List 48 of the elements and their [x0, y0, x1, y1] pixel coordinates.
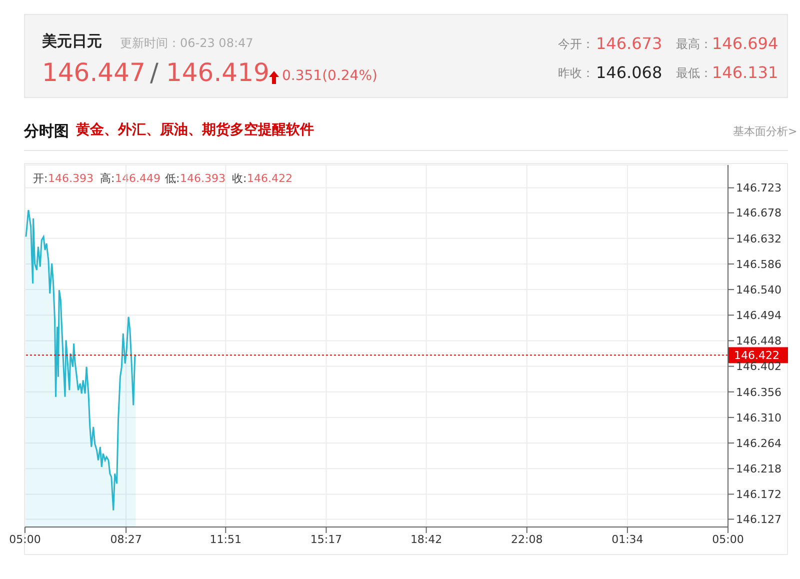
y-tick-label: 146.540: [736, 283, 782, 296]
text: 146.694: [712, 34, 778, 54]
y-tick-label: 146.172: [736, 488, 782, 502]
text: 昨收：: [558, 66, 594, 80]
y-tick-label: 146.218: [736, 462, 782, 476]
annotation: 低:: [165, 172, 180, 186]
y-tick-label: 146.494: [736, 309, 782, 322]
x-tick-label: 05:00: [9, 532, 41, 546]
text: 146.068: [596, 63, 662, 82]
y-tick-label: 146.356: [736, 386, 782, 399]
y-tick-label: 146.586: [736, 258, 782, 271]
text: 146.419: [166, 58, 270, 88]
x-tick-label: 01:34: [612, 532, 644, 546]
x-tick-label: 05:00: [712, 532, 744, 546]
text: 最低：: [676, 66, 712, 80]
x-tick-label: 18:42: [410, 532, 442, 546]
x-tick-label: 08:27: [110, 532, 142, 546]
y-tick-label: 146.310: [736, 411, 782, 424]
text: 更新时间：06-23 08:47: [120, 36, 254, 50]
y-tick-label: 146.448: [736, 334, 782, 348]
annotation: 高:: [100, 172, 115, 186]
text: /: [150, 58, 158, 88]
text: 今开：: [558, 37, 594, 52]
annotation: 146.393: [48, 172, 94, 186]
text: 基本面分析>: [733, 125, 798, 138]
text: 分时图: [24, 122, 69, 140]
x-tick-label: 15:17: [310, 532, 342, 546]
annotation: 146.393: [180, 172, 226, 186]
x-tick-label: 11:51: [210, 532, 242, 546]
text: 146.673: [596, 34, 662, 54]
text: 146.447: [42, 58, 146, 88]
y-tick-label: 146.402: [736, 360, 782, 374]
annotation: 146.449: [115, 172, 160, 186]
text: 0.351(0.24%): [282, 68, 378, 85]
ref-line-label: 146.422: [734, 349, 780, 362]
annotation: 开:: [33, 172, 48, 186]
chart-title: 美元日元: [42, 32, 102, 51]
annotation: 146.422: [247, 172, 292, 186]
y-tick-label: 146.632: [736, 232, 782, 246]
text: 146.131: [712, 63, 778, 82]
text: 最高：: [676, 37, 712, 52]
y-tick-label: 146.264: [736, 436, 782, 450]
y-tick-label: 146.723: [736, 182, 782, 195]
y-tick-label: 146.127: [736, 513, 782, 526]
annotation: 收:: [232, 172, 247, 186]
y-tick-label: 146.678: [736, 206, 782, 220]
x-tick-label: 22:08: [511, 532, 543, 546]
text: 黄金、外汇、原油、期货多空提醒软件: [76, 122, 314, 139]
